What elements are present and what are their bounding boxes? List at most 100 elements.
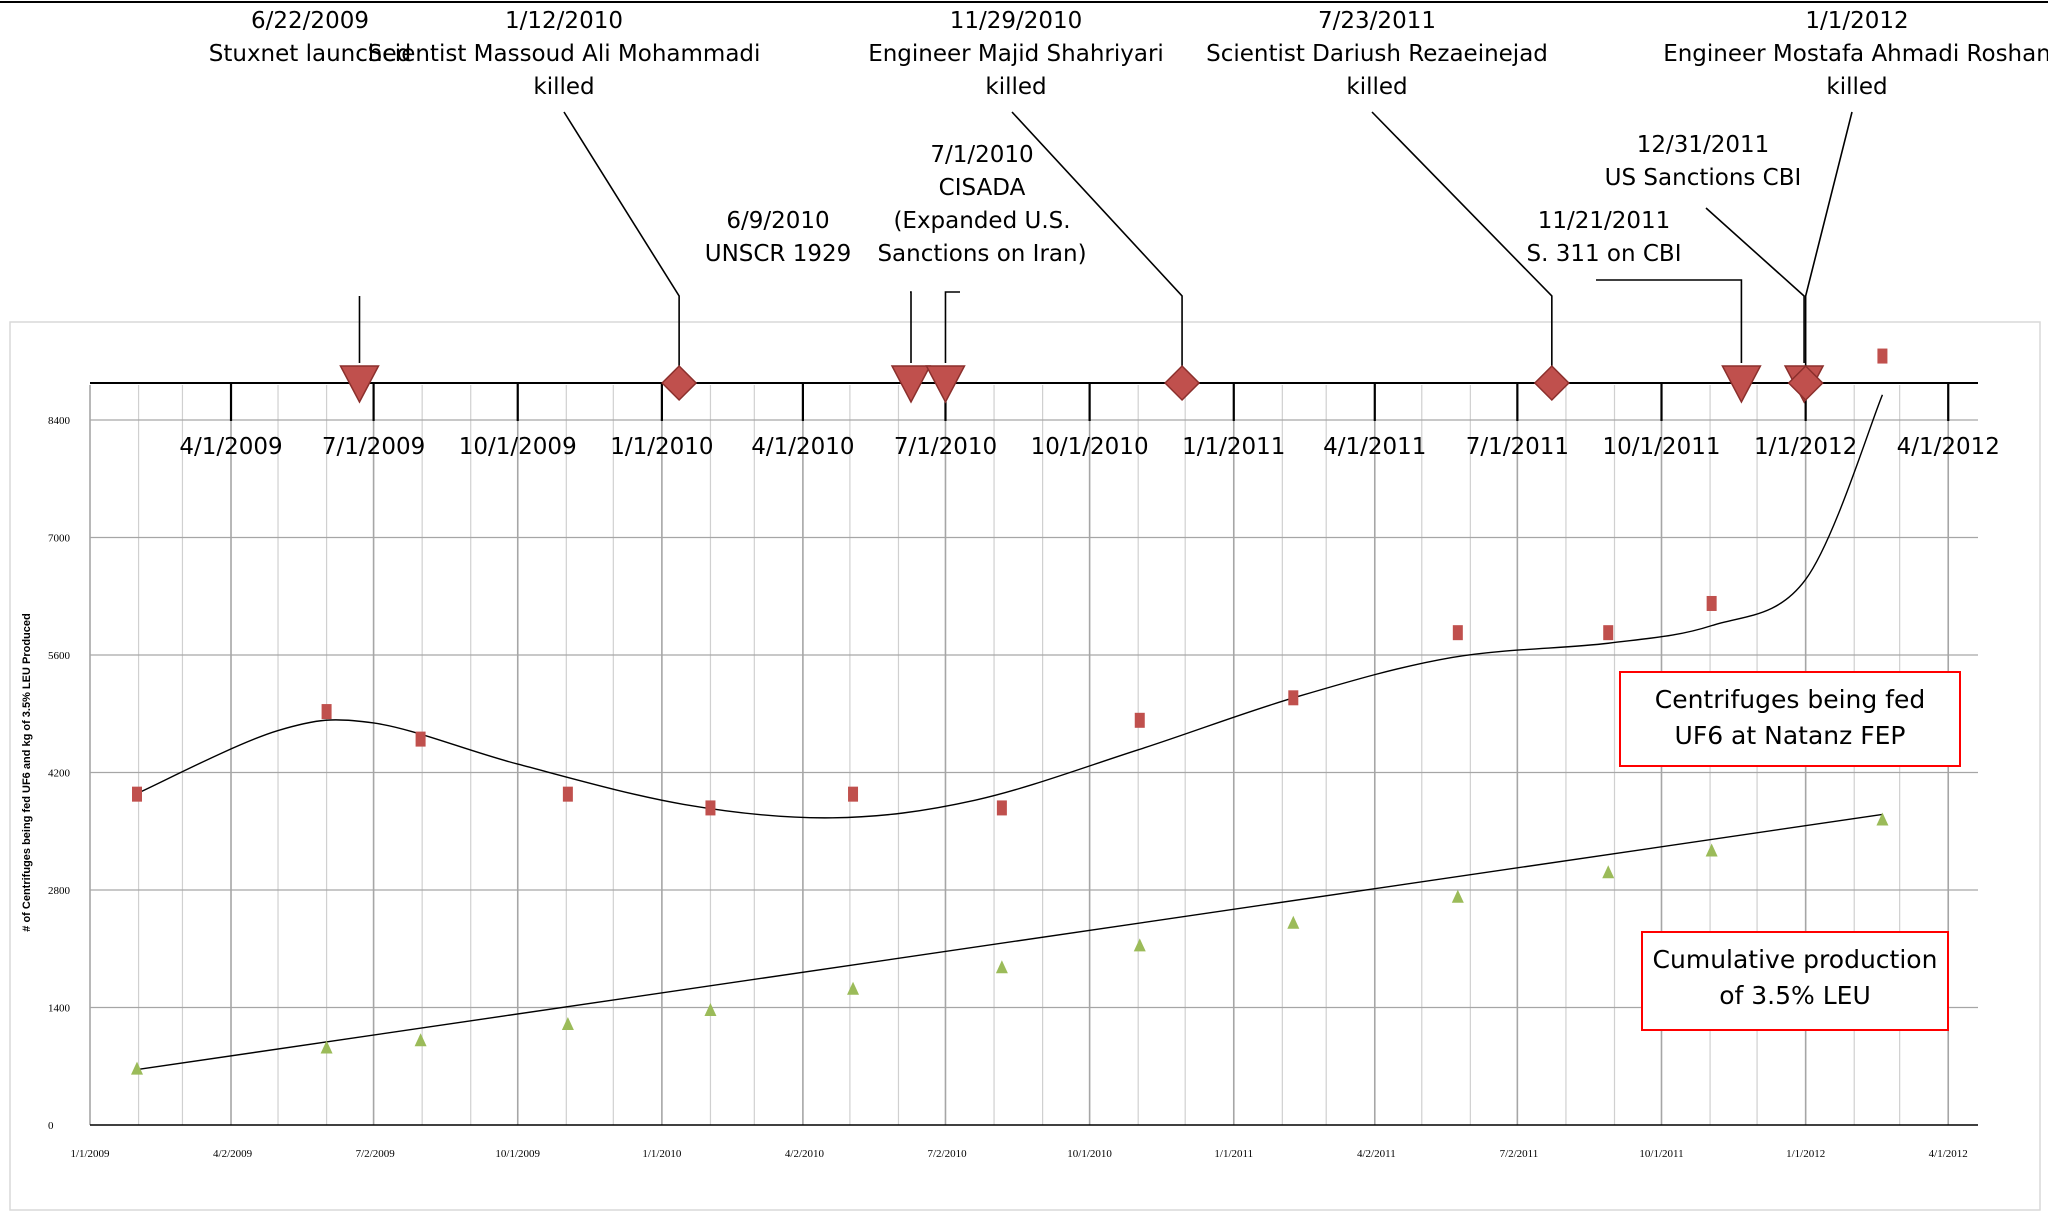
data-point [561, 1017, 574, 1031]
y-tick-label: 1400 [48, 1003, 71, 1015]
data-point [996, 800, 1007, 816]
x-tick-label: 7/2/2010 [927, 1148, 967, 1160]
event-annotation: 6/22/2009 Stuxnet launched [209, 8, 411, 404]
callout-text: Centrifuges being fed [1655, 685, 1925, 714]
y-tick-label: 2800 [48, 885, 71, 897]
event-text: 6/9/2010 [726, 208, 829, 234]
x-tick-label: 10/1/2010 [1067, 1148, 1112, 1160]
event-text: UNSCR 1929 [705, 241, 852, 267]
data-point [1877, 348, 1888, 364]
x-tick-label: 4/1/2012 [1929, 1148, 1968, 1160]
y-tick-label: 0 [48, 1120, 54, 1132]
timeline-tick-label: 4/1/2009 [179, 434, 282, 460]
x-tick-label: 7/2/2011 [1500, 1148, 1539, 1160]
event-text: Sanctions on Iran) [877, 241, 1086, 267]
event-marker-triangle [339, 365, 380, 404]
timeline-tick-label: 7/1/2011 [1466, 434, 1569, 460]
data-point [1288, 690, 1299, 706]
timeline-tick-label: 7/1/2009 [322, 434, 425, 460]
data-point [1134, 712, 1145, 728]
data-point [321, 704, 332, 720]
leu-trendline [136, 813, 1883, 1071]
data-point [132, 786, 143, 802]
event-leader-line [910, 291, 912, 363]
y-tick-label: 5600 [48, 650, 71, 662]
event-text: Engineer Mostafa Ahmadi Roshan [1663, 41, 2048, 67]
event-text: 11/21/2011 [1538, 208, 1671, 234]
x-tick-label: 10/1/2009 [495, 1148, 540, 1160]
timeline-tick-label: 10/1/2009 [459, 434, 577, 460]
event-leader-line [1705, 207, 1805, 363]
callout-text: Cumulative production [1653, 945, 1938, 974]
timeline-tick-label: 1/1/2011 [1182, 434, 1285, 460]
event-text: Scientist Massoud Ali Mohammadi [368, 41, 761, 67]
data-point [1706, 595, 1717, 611]
timeline-tick-label: 7/1/2010 [894, 434, 997, 460]
callout-text: UF6 at Natanz FEP [1675, 721, 1906, 750]
data-point [1705, 843, 1718, 857]
event-leader-line [944, 291, 960, 363]
chart-frame [9, 321, 2041, 1211]
event-leader-line [563, 111, 680, 366]
event-marker-diamond [1533, 364, 1570, 402]
x-tick-label: 1/1/2011 [1214, 1148, 1253, 1160]
event-annotation: 11/21/2011 S. 311 on CBI [1526, 208, 1762, 404]
event-annotation: 12/31/2011 US Sanctions CBI [1605, 132, 1825, 404]
event-marker-diamond [1164, 364, 1201, 402]
timeline-tick-label: 4/1/2011 [1323, 434, 1426, 460]
x-tick-label: 7/2/2009 [356, 1148, 396, 1160]
event-leader-line [1371, 111, 1553, 366]
event-text: S. 311 on CBI [1526, 241, 1681, 267]
centrifuge-trendline [136, 394, 1884, 819]
data-point [414, 1033, 427, 1047]
event-text: Scientist Dariush Rezaeinejad [1206, 41, 1548, 67]
event-leader-line [1596, 279, 1743, 363]
event-text: 1/12/2010 [505, 8, 623, 34]
event-text: CISADA [939, 175, 1026, 201]
event-annotation: 7/1/2010 CISADA (Expanded U.S. Sanctions on… [877, 142, 1087, 404]
data-point [131, 1061, 144, 1075]
event-annotation: 7/23/2011 Scientist Dariush Rezaeinejad ki… [1206, 8, 1570, 402]
data-point [704, 1003, 717, 1017]
event-marker-triangle [1721, 365, 1762, 404]
data-point [705, 800, 716, 816]
event-leader-line [1804, 111, 1853, 366]
event-text: 7/1/2010 [930, 142, 1033, 168]
data-point [1603, 625, 1614, 641]
event-annotation: 11/29/2010 Engineer Majid Shahriyari kille… [868, 8, 1201, 402]
leu-series [131, 812, 1889, 1075]
event-text: Stuxnet launched [209, 41, 411, 67]
event-text: 11/29/2010 [950, 8, 1083, 34]
data-point [847, 981, 860, 995]
data-point [1452, 625, 1463, 641]
x-tick-label: 4/2/2011 [1357, 1148, 1396, 1160]
x-tick-label: 1/1/2012 [1786, 1148, 1825, 1160]
event-text: US Sanctions CBI [1605, 165, 1802, 191]
x-tick-label: 4/2/2010 [785, 1148, 825, 1160]
timeline-tick-label: 1/1/2012 [1754, 434, 1857, 460]
x-tick-label: 10/1/2011 [1639, 1148, 1683, 1160]
event-text: Engineer Majid Shahriyari [868, 41, 1164, 67]
leu-callout: Cumulative production of 3.5% LEU [1641, 931, 1949, 1031]
timeline: 4/1/2009 7/1/2009 10/1/2009 1/1/2010 4/1/201… [90, 382, 2000, 460]
callout-box [1641, 931, 1949, 1031]
timeline-tick-label: 4/1/2012 [1897, 434, 2000, 460]
callout-box [1619, 671, 1961, 767]
y-tick-label: 4200 [48, 768, 71, 780]
x-tick-label: 1/1/2010 [642, 1148, 682, 1160]
y-axis-label: # of Centrifuges being fed UF6 and kg of… [21, 613, 33, 931]
data-point [415, 731, 426, 747]
callout-text: of 3.5% LEU [1719, 981, 1871, 1010]
timeline-tick-label: 4/1/2010 [751, 434, 854, 460]
timeline-tick-label: 1/1/2010 [610, 434, 713, 460]
event-leader-line [1011, 111, 1183, 366]
event-text: 12/31/2011 [1637, 132, 1770, 158]
event-text: 6/22/2009 [251, 8, 369, 34]
data-point [995, 960, 1008, 974]
centrifuge-callout: Centrifuges being fed UF6 at Natanz FEP [1619, 671, 1961, 767]
event-text: killed [985, 74, 1046, 100]
data-point [1287, 915, 1300, 929]
y-tick-label: 8400 [48, 415, 71, 427]
event-marker-triangle [890, 365, 932, 404]
